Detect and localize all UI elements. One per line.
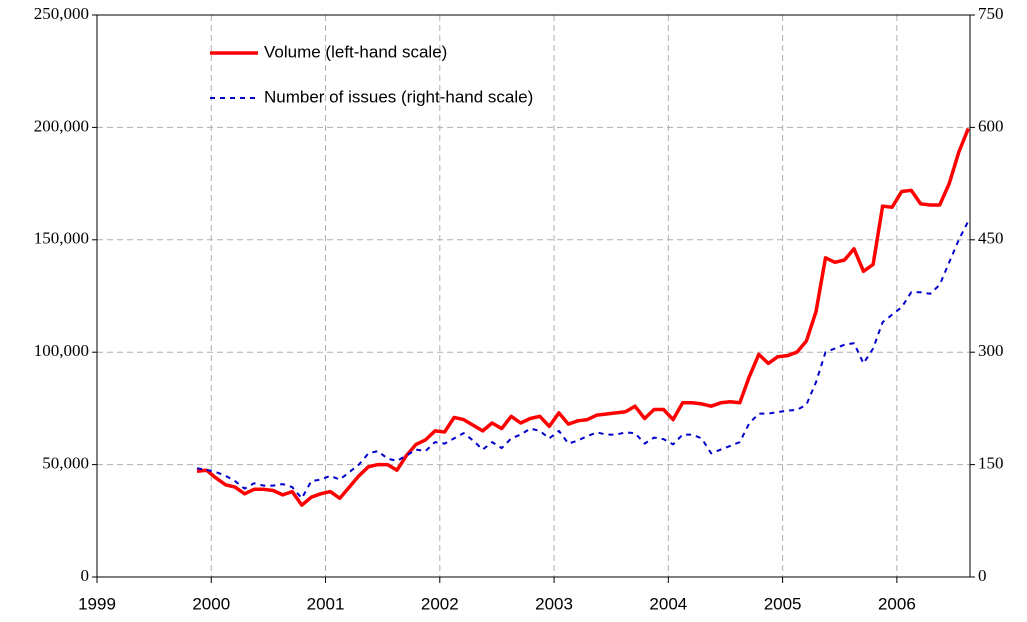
y2-tick-label: 0	[978, 566, 987, 585]
x-tick-label: 2002	[421, 594, 459, 613]
legend-label: Number of issues (right-hand scale)	[264, 87, 533, 106]
legend-label: Volume (left-hand scale)	[264, 42, 447, 61]
y-tick-label: 200,000	[34, 116, 89, 135]
y-tick-label: 100,000	[34, 341, 89, 360]
x-tick-label: 2004	[649, 594, 687, 613]
x-tick-label: 2003	[535, 594, 573, 613]
x-tick-label: 2006	[878, 594, 916, 613]
y2-tick-label: 450	[978, 229, 1004, 248]
x-tick-label: 1999	[78, 594, 116, 613]
y-tick-label: 50,000	[42, 454, 89, 473]
x-tick-label: 2000	[192, 594, 230, 613]
series-line	[196, 127, 970, 507]
x-tick-label: 2005	[764, 594, 802, 613]
series-line	[196, 220, 970, 500]
plot-frame	[96, 14, 971, 578]
x-tick-label: 2001	[307, 594, 345, 613]
y-tick-label: 150,000	[34, 229, 89, 248]
y-tick-label: 250,000	[34, 4, 89, 23]
y2-tick-label: 300	[978, 341, 1004, 360]
y2-tick-label: 750	[978, 4, 1004, 23]
y-tick-label: 0	[81, 566, 90, 585]
y2-tick-label: 150	[978, 454, 1004, 473]
y2-tick-label: 600	[978, 116, 1004, 135]
